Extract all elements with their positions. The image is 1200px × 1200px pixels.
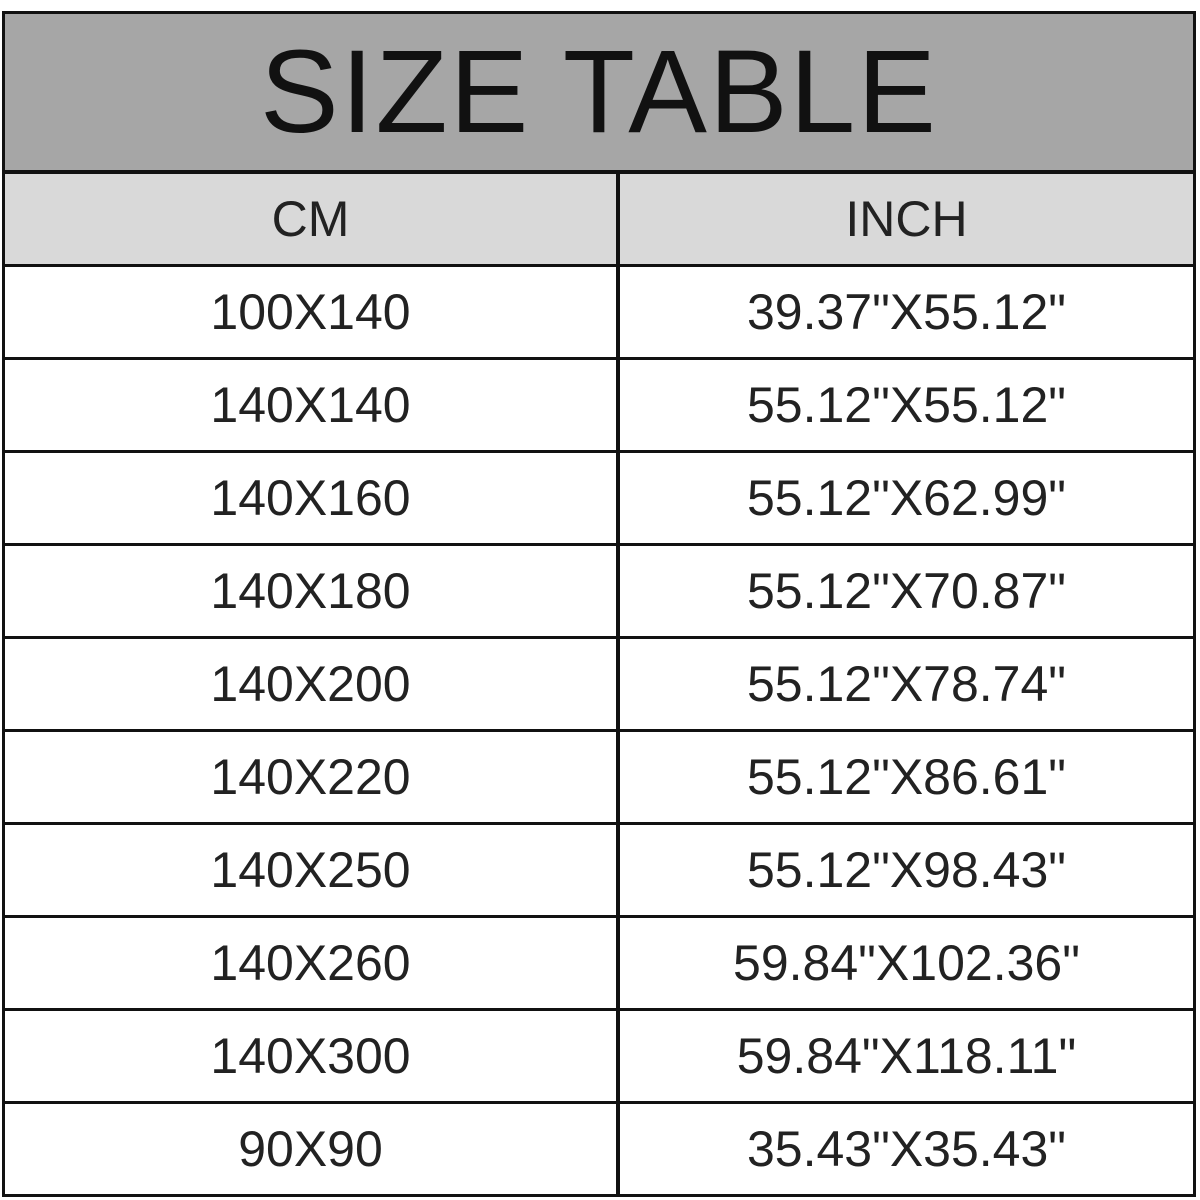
inch-cell: 59.84"X102.36" [616, 918, 1193, 1008]
inch-cell: 55.12"X86.61" [616, 732, 1193, 822]
table-row: 140X160 55.12"X62.99" [5, 453, 1193, 546]
inch-cell: 55.12"X70.87" [616, 546, 1193, 636]
inch-cell: 59.84"X118.11" [616, 1011, 1193, 1101]
table-row: 140X300 59.84"X118.11" [5, 1011, 1193, 1104]
table-row: 140X140 55.12"X55.12" [5, 360, 1193, 453]
inch-cell: 55.12"X78.74" [616, 639, 1193, 729]
inch-cell: 39.37"X55.12" [616, 267, 1193, 357]
header-row: CM INCH [5, 174, 1193, 267]
inch-cell: 35.43"X35.43" [616, 1104, 1193, 1194]
cm-cell: 140X140 [210, 377, 411, 433]
cm-cell: 90X90 [238, 1121, 383, 1177]
table-title: SIZE TABLE [5, 14, 1193, 174]
cm-cell: 100X140 [210, 284, 411, 340]
cm-cell: 140X160 [210, 470, 411, 526]
cm-cell: 140X300 [210, 1028, 411, 1084]
cm-cell: 140X200 [210, 656, 411, 712]
table-row: 140X180 55.12"X70.87" [5, 546, 1193, 639]
inch-cell: 55.12"X55.12" [616, 360, 1193, 450]
cm-cell: 140X220 [210, 749, 411, 805]
cm-cell: 140X250 [210, 842, 411, 898]
table-row: 90X90 35.43"X35.43" [5, 1104, 1193, 1194]
table-row: 100X140 39.37"X55.12" [5, 267, 1193, 360]
table-row: 140X250 55.12"X98.43" [5, 825, 1193, 918]
cm-cell: 140X180 [210, 563, 411, 619]
inch-cell: 55.12"X62.99" [616, 453, 1193, 543]
table-row: 140X220 55.12"X86.61" [5, 732, 1193, 825]
size-table: SIZE TABLE CM INCH 100X140 39.37"X55.12" 1… [2, 11, 1196, 1197]
header-cm: CM [271, 191, 350, 247]
table-row: 140X260 59.84"X102.36" [5, 918, 1193, 1011]
header-inch: INCH [616, 174, 1193, 264]
inch-cell: 55.12"X98.43" [616, 825, 1193, 915]
table-row: 140X200 55.12"X78.74" [5, 639, 1193, 732]
cm-cell: 140X260 [210, 935, 411, 991]
